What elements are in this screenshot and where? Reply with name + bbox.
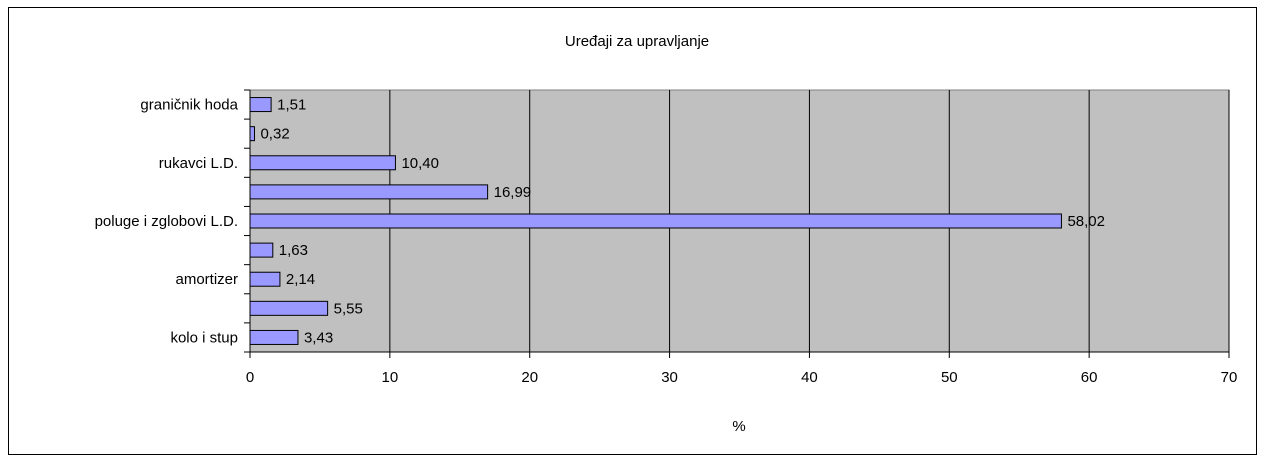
chart-title: Uređaji za upravljanje	[565, 33, 709, 50]
category-label: poluge i zglobovi L.D.	[95, 213, 238, 230]
data-label: 10,40	[401, 155, 439, 172]
bar	[249, 329, 299, 345]
data-label: 2,14	[286, 271, 315, 288]
category-label: amortizer	[175, 271, 238, 288]
category-label: rukavci L.D.	[159, 155, 238, 172]
data-label: 0,32	[260, 126, 289, 143]
bar	[249, 126, 255, 142]
category-label: kolo i stup	[170, 329, 238, 346]
x-tick-label: 10	[382, 369, 399, 386]
bar	[249, 184, 489, 200]
x-axis-title: %	[732, 418, 745, 435]
x-tick-label: 50	[941, 369, 958, 386]
bar	[249, 155, 396, 171]
x-tick-label: 0	[246, 369, 254, 386]
bar	[249, 242, 274, 258]
bar	[249, 97, 272, 113]
bar	[249, 300, 329, 316]
x-tick-label: 20	[521, 369, 538, 386]
data-label: 5,55	[334, 300, 363, 317]
data-label: 16,99	[494, 184, 532, 201]
bars: 3,435,55 2,14 1,63 58,02 16,99 10,40 0,32 1,51	[249, 97, 1105, 346]
axes: 0 10 20 30 40 50 60 70 kolo i stup amortizer polug…	[95, 89, 1238, 386]
category-label: graničnik hoda	[140, 97, 238, 114]
x-tick-label: 70	[1221, 369, 1238, 386]
bar	[249, 213, 1062, 229]
data-label: 3,43	[304, 329, 333, 346]
x-tick-label: 30	[661, 369, 678, 386]
bar	[249, 271, 281, 287]
x-tick-label: 60	[1081, 369, 1098, 386]
data-label: 58,02	[1067, 213, 1105, 230]
data-label: 1,63	[279, 242, 308, 259]
data-label: 1,51	[277, 97, 306, 114]
x-tick-label: 40	[801, 369, 818, 386]
